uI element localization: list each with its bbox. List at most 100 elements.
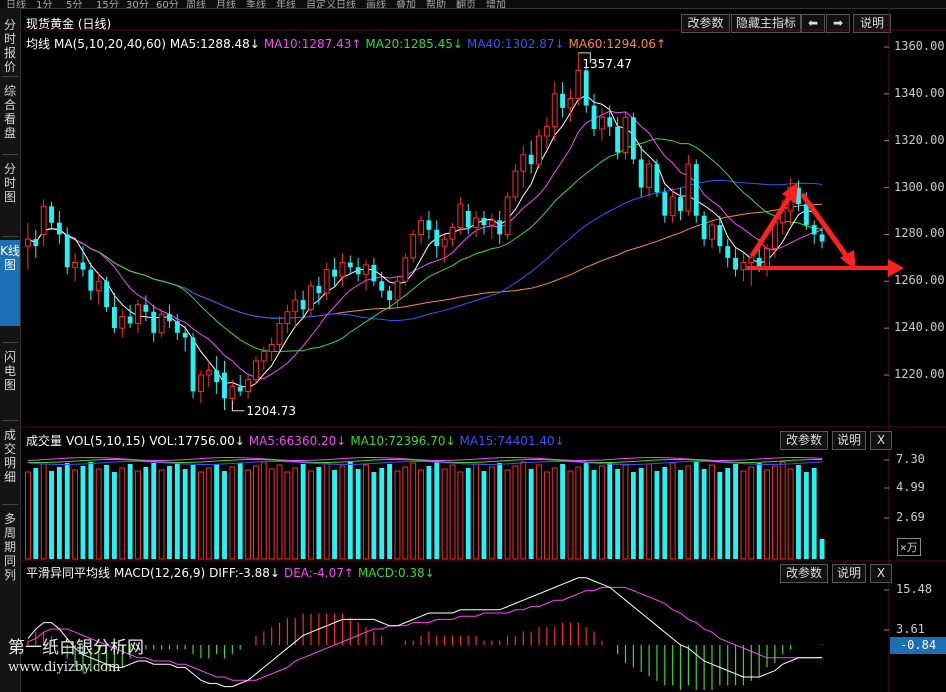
y-tick-label: 1220.00 <box>894 367 945 381</box>
toolbar-item[interactable]: 翻页 <box>456 0 476 9</box>
volume-bar <box>339 465 346 560</box>
volume-bar <box>473 463 480 560</box>
candle-body <box>811 225 817 235</box>
macd-buttons-btn-2[interactable]: X <box>870 564 892 583</box>
toolbar-item[interactable]: 帮助 <box>426 0 446 9</box>
header-button-1[interactable]: 隐藏主指标 <box>731 14 801 33</box>
candle <box>630 112 636 165</box>
header-button-3[interactable]: ➡ <box>826 14 850 33</box>
candle-body <box>402 257 409 282</box>
volume-bar <box>33 468 39 559</box>
toolbar-item[interactable]: 5分 <box>66 0 83 9</box>
candle <box>512 164 519 202</box>
volume-bar <box>260 461 267 560</box>
candle-body <box>151 311 157 333</box>
candle-body <box>725 246 731 258</box>
candle <box>332 257 338 286</box>
candle <box>88 262 94 301</box>
candle <box>33 229 39 258</box>
left-tab-4[interactable]: 闪电图 <box>3 350 16 392</box>
candle-body <box>222 372 227 399</box>
toolbar-item[interactable]: 30分 <box>126 0 149 9</box>
candle <box>717 215 723 254</box>
candle-body <box>622 116 629 153</box>
candle-body <box>756 257 762 268</box>
candle <box>127 304 133 329</box>
left-tab-3[interactable]: K线图 <box>0 240 20 326</box>
candle <box>119 309 126 338</box>
toolbar-item[interactable]: 周线 <box>186 0 206 9</box>
volume-ma-line <box>27 456 823 461</box>
candle-body <box>646 163 653 189</box>
legend-item: 成交量 <box>26 434 63 448</box>
vol-buttons-btn-0[interactable]: 改参数 <box>780 431 828 450</box>
macd-buttons-btn-1[interactable]: 说明 <box>832 564 866 583</box>
candle-body <box>583 70 589 106</box>
candle-body <box>740 262 747 271</box>
left-tab-0[interactable]: 分时报价 <box>3 18 16 74</box>
candle <box>607 105 613 137</box>
tab-divider <box>2 154 18 155</box>
toolbar-item[interactable]: 季线 <box>246 0 266 9</box>
toolbar-item[interactable]: 日线 <box>336 0 356 9</box>
macd-buttons-btn-0[interactable]: 改参数 <box>780 564 828 583</box>
volume-bar <box>292 467 299 560</box>
toolbar-item[interactable]: 日线 <box>6 0 26 9</box>
vol-buttons-btn-1[interactable]: 说明 <box>832 431 866 450</box>
candle-body <box>733 257 739 270</box>
candle <box>441 234 448 263</box>
left-tab-6[interactable]: 多周期同列 <box>3 512 16 582</box>
volume-ma-line <box>27 461 823 466</box>
left-tab-2[interactable]: 分时图 <box>3 162 16 204</box>
volume-bar <box>387 464 393 559</box>
vol-buttons-btn-2[interactable]: X <box>870 431 892 450</box>
candle <box>796 180 801 211</box>
toolbar-item[interactable]: 60分 <box>156 0 179 9</box>
volume-bar <box>630 472 636 559</box>
candle <box>536 129 542 169</box>
candle-body <box>104 281 109 308</box>
ma-label: 均线 <box>26 37 51 51</box>
y-tick-label: 1360.00 <box>894 39 945 53</box>
candle <box>685 154 692 216</box>
left-tab-1[interactable]: 综合看盘 <box>3 84 16 140</box>
toolbar-item[interactable]: 画线 <box>366 0 386 9</box>
toolbar-item[interactable]: 年线 <box>276 0 296 9</box>
candle <box>654 159 660 197</box>
header-button-0[interactable]: 改参数 <box>681 14 730 33</box>
candle <box>567 89 574 122</box>
y-tick-label: 1320.00 <box>894 132 945 147</box>
candle <box>80 246 86 277</box>
candle <box>158 309 165 338</box>
candle-body <box>638 159 644 188</box>
volume-bar <box>284 471 291 560</box>
candle <box>457 196 464 235</box>
candle-body <box>40 205 47 235</box>
candle-body <box>607 117 613 127</box>
candle-body <box>323 269 330 294</box>
toolbar-item[interactable]: 15分 <box>96 0 119 9</box>
candle <box>504 192 511 240</box>
toolbar-item[interactable]: 月线 <box>216 0 236 9</box>
tab-divider <box>2 504 18 505</box>
toolbar-item[interactable]: 增加 <box>486 0 506 9</box>
header-button-2[interactable]: ⬅ <box>801 14 825 33</box>
header-button-4[interactable]: 说明 <box>853 14 891 33</box>
volume-bar <box>56 467 62 559</box>
toolbar-item[interactable]: 1分 <box>36 0 53 9</box>
left-tab-5[interactable]: 成交明细 <box>3 428 16 484</box>
candle-body <box>379 281 385 291</box>
volume-bar <box>725 468 731 559</box>
candle-body <box>717 225 723 247</box>
candle-body <box>481 218 487 226</box>
candle <box>646 159 653 197</box>
toolbar-item[interactable]: 自定义 <box>306 0 336 9</box>
candle <box>543 117 550 151</box>
volume-bar <box>488 466 495 560</box>
toolbar-item[interactable]: 叠加 <box>396 0 416 9</box>
candle <box>323 262 330 301</box>
ma40-line <box>27 179 823 322</box>
candle-body <box>245 379 252 392</box>
volume-bar <box>418 469 425 560</box>
